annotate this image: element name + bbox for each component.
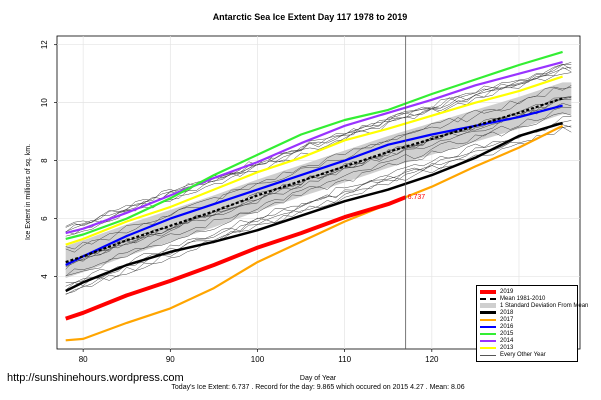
legend-label: Mean 1981-2010 (500, 295, 546, 302)
year-line (65, 126, 572, 295)
year-line (65, 112, 572, 277)
legend-item: 2016 (480, 323, 575, 330)
legend-item: 2019 (480, 288, 575, 295)
legend-item: 2013 (480, 345, 575, 352)
year-line (65, 85, 572, 253)
legend-item: 2014 (480, 338, 575, 345)
legend-label: 2019 (500, 288, 514, 295)
series-line-2013 (65, 75, 563, 246)
legend-item: 1 Standard Deviation From Mean (480, 302, 588, 309)
y-tick-label: 10 (40, 98, 49, 107)
series-line-mean-1981-2010 (65, 97, 563, 264)
y-tick-label: 6 (40, 216, 49, 221)
year-line (65, 62, 572, 227)
x-axis-ticks: 8090100110120130 (79, 349, 526, 364)
legend-swatch (480, 303, 496, 309)
legend-label: 2014 (500, 338, 514, 345)
year-line (65, 120, 572, 291)
x-tick-label: 80 (79, 355, 88, 364)
series-line-2014 (65, 61, 563, 235)
legend-swatch (480, 289, 496, 294)
y-axis-ticks: 4 6 8 10 12 (40, 40, 57, 279)
series-line-2017 (65, 124, 564, 342)
legend-label: 2018 (500, 309, 514, 316)
y-axis-label: Ice Extent in millions of sq. km. (25, 144, 32, 240)
legend-label: 2017 (500, 316, 514, 323)
series-line-2018 (65, 121, 563, 293)
legend-label: 1 Standard Deviation From Mean (500, 302, 589, 309)
series-line-2015 (65, 50, 563, 240)
year-line (65, 66, 572, 233)
year-line (65, 106, 572, 277)
x-tick-label: 90 (166, 355, 175, 364)
year-line (65, 116, 572, 283)
legend-swatch (480, 297, 496, 300)
legend-label: 2013 (500, 345, 514, 352)
legend-item: Mean 1981-2010 (480, 295, 575, 302)
y-tick-label: 12 (40, 40, 49, 49)
y-tick-label: 4 (40, 274, 49, 279)
legend-item: 2015 (480, 331, 575, 338)
footer-stats: Today's Ice Extent: 6.737 . Record for t… (171, 384, 464, 391)
y-tick-label: 8 (40, 158, 49, 163)
legend-item: 2018 (480, 309, 575, 316)
legend-label: 2015 (500, 331, 514, 338)
year-line (65, 64, 572, 228)
x-axis-label: Day of Year (300, 375, 337, 382)
legend-label: Every Other Year (500, 352, 546, 359)
year-line (65, 66, 572, 235)
year-line (65, 96, 572, 266)
x-tick-label: 120 (425, 355, 439, 364)
legend-swatch (480, 354, 496, 356)
legend-swatch (480, 347, 496, 350)
legend-item: 2017 (480, 316, 575, 323)
legend-item: Every Other Year (480, 352, 575, 359)
legend-swatch (480, 333, 496, 336)
x-tick-label: 100 (251, 355, 265, 364)
series-line-2019 (65, 195, 407, 321)
x-tick-label: 110 (338, 355, 351, 364)
year-line (65, 86, 572, 250)
chart-title: Antarctic Sea Ice Extent Day 117 1978 to… (213, 12, 408, 22)
legend-label: 2016 (500, 324, 514, 331)
current-value-annotation: 6.737 (408, 194, 426, 201)
legend-swatch (480, 311, 496, 315)
series-lines: 6.737 (65, 36, 564, 349)
legend-swatch (480, 340, 496, 343)
legend-swatch (480, 326, 496, 329)
legend-swatch (480, 318, 496, 321)
watermark-url: http://sunshinehours.wordpress.com (7, 372, 184, 384)
legend: 2019 Mean 1981-2010 1 Standard Deviation F… (476, 285, 588, 362)
